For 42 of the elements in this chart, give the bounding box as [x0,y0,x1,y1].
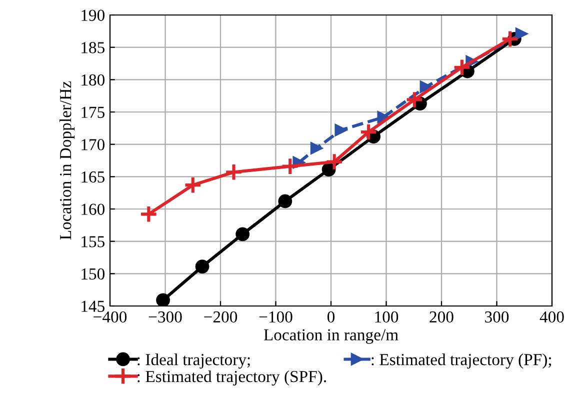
y-tick-label: 160 [82,204,105,215]
y-tick-label: 170 [82,139,105,150]
legend-label: : Ideal trajectory; [138,354,250,369]
point [195,260,210,274]
x-tick-label: −300 [148,311,182,323]
point [325,152,344,171]
point [310,142,323,154]
point [377,110,390,124]
x-tick-label: 300 [485,311,509,323]
point [420,80,432,94]
x-tick-label: 400 [540,311,564,323]
point [405,90,424,109]
x-tick-label: 200 [430,311,454,323]
x-tick-label: 0 [327,311,335,323]
point [184,176,202,194]
y-tick-label: 155 [82,236,104,248]
point [515,28,528,40]
x-tick-label: −200 [204,311,238,323]
legend-label: : Estimated trajectory (SPF). [138,370,326,386]
point [334,124,348,136]
point [359,122,378,142]
y-tick-label: 190 [82,10,105,21]
y-tick-label: 145 [82,300,104,312]
y-tick-label: 185 [82,42,104,54]
y-tick-label: 175 [82,106,104,118]
point [500,30,520,48]
point [278,194,292,208]
x-tick-label: 100 [375,311,398,323]
x-axis-title: Location in range/m [264,329,398,344]
point [236,227,250,242]
point [224,162,243,182]
point [156,293,170,306]
y-tick-label: 165 [82,171,104,183]
point [280,157,300,176]
y-axis-title: Location in Doppler/Hz [59,81,75,240]
legend-label: : Estimated trajectory (PF); [372,354,552,369]
y-tick-label: 180 [82,74,105,86]
point [140,205,158,224]
x-tick-label: −100 [259,311,292,323]
x-tick-label: −400 [94,311,127,323]
point [452,58,472,77]
y-tick-label: 150 [82,268,105,280]
